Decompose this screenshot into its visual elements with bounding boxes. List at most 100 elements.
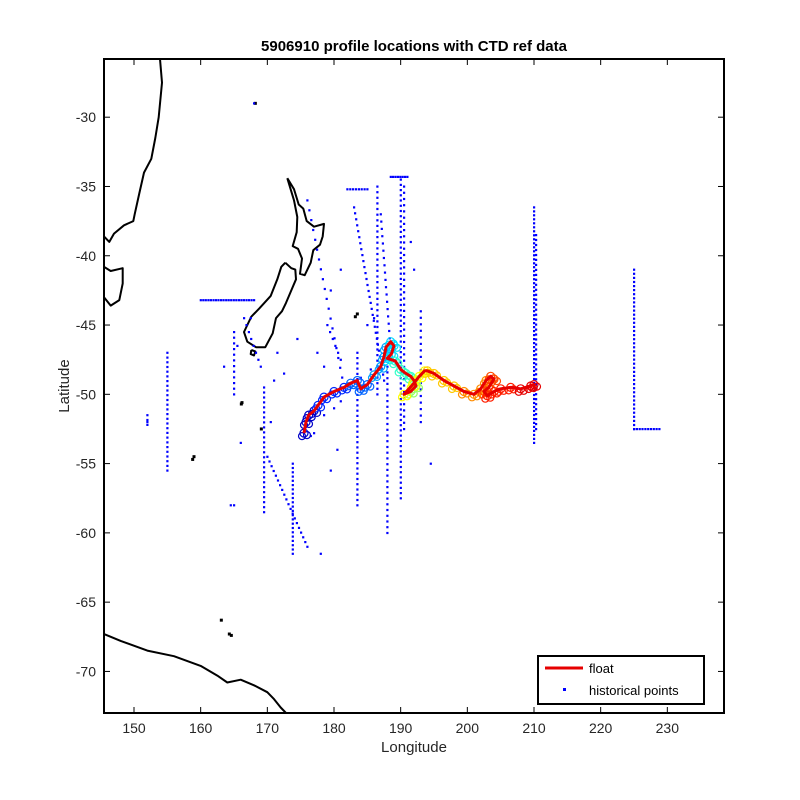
float-profile-marker [399, 367, 408, 376]
historical-point [376, 202, 379, 205]
historical-point [376, 236, 379, 239]
historical-point [376, 286, 379, 289]
historical-point [633, 399, 636, 402]
historical-point [535, 423, 538, 426]
historical-point [533, 417, 536, 421]
historical-point [386, 514, 389, 517]
historical-point [535, 308, 538, 311]
historical-point [233, 382, 236, 385]
historical-point [392, 175, 395, 178]
historical-point [384, 278, 387, 281]
historical-point [399, 225, 402, 228]
historical-point [419, 355, 422, 358]
historical-point [245, 299, 248, 302]
y-tick-label: -70 [76, 663, 96, 679]
historical-point [399, 361, 402, 364]
historical-point [357, 188, 360, 191]
historical-point [376, 213, 379, 216]
historical-point [356, 477, 359, 481]
y-tick-label: -55 [76, 456, 96, 472]
historical-point [386, 531, 389, 535]
historical-point [535, 383, 538, 386]
historical-point [399, 418, 402, 422]
historical-point [337, 356, 340, 360]
historical-point [291, 539, 294, 542]
historical-point [366, 188, 369, 191]
historical-point [533, 421, 536, 424]
historical-point [533, 230, 536, 233]
historical-point [386, 486, 389, 489]
historical-point [633, 403, 636, 406]
historical-point [633, 378, 636, 382]
historical-point [376, 241, 379, 244]
historical-point [399, 424, 402, 427]
historical-point [263, 491, 266, 494]
historical-point [325, 297, 328, 300]
historical-point [535, 353, 538, 356]
historical-point [356, 456, 359, 460]
historical-point [633, 383, 636, 386]
historical-point [326, 324, 329, 327]
historical-point [263, 481, 266, 484]
historical-point [386, 411, 389, 414]
historical-point [386, 508, 389, 512]
historical-point [533, 250, 536, 253]
historical-point [366, 324, 369, 327]
historical-point [535, 348, 538, 351]
historical-point [399, 251, 402, 254]
historical-point [266, 455, 269, 458]
x-tick-label: 160 [189, 720, 213, 736]
historical-point [404, 175, 407, 178]
historical-point [533, 258, 536, 261]
historical-point [533, 354, 536, 357]
historical-point [166, 351, 169, 354]
historical-point [166, 403, 169, 406]
historical-point [419, 329, 422, 332]
historical-point [166, 356, 169, 359]
historical-point [339, 358, 342, 361]
historical-point [356, 404, 359, 407]
historical-point [386, 468, 389, 471]
coastline [104, 633, 287, 713]
historical-point [365, 277, 368, 281]
historical-point [533, 401, 536, 405]
historical-point [263, 496, 266, 499]
historical-point [250, 337, 253, 341]
historical-point [356, 420, 359, 423]
historical-point [376, 320, 379, 323]
historical-point [236, 344, 239, 347]
historical-point [387, 315, 390, 318]
historical-point [409, 240, 412, 244]
historical-point [233, 342, 236, 345]
historical-point [313, 432, 316, 435]
y-tick-label: -50 [76, 386, 96, 402]
historical-point [403, 347, 406, 350]
historical-point [353, 206, 356, 209]
historical-point [276, 351, 279, 354]
historical-point [263, 406, 266, 409]
historical-point [291, 552, 294, 555]
historical-point [247, 331, 250, 334]
historical-point [429, 462, 432, 465]
historical-point [166, 398, 169, 402]
historical-point [633, 293, 636, 296]
historical-point [291, 518, 294, 521]
historical-point [399, 298, 402, 301]
historical-point [380, 220, 383, 223]
historical-point [535, 393, 538, 396]
historical-point [263, 486, 266, 489]
historical-point [535, 378, 538, 381]
float-profile-marker [397, 393, 407, 402]
historical-point [356, 430, 359, 433]
historical-point [386, 377, 389, 380]
historical-point [399, 199, 402, 202]
historical-point [291, 475, 294, 478]
historical-point [633, 329, 636, 333]
historical-point [403, 204, 406, 207]
historical-point [306, 199, 309, 202]
historical-point [146, 414, 149, 417]
historical-point [386, 417, 389, 420]
historical-point [533, 238, 536, 241]
island-marker [192, 455, 196, 459]
historical-point [533, 429, 536, 432]
